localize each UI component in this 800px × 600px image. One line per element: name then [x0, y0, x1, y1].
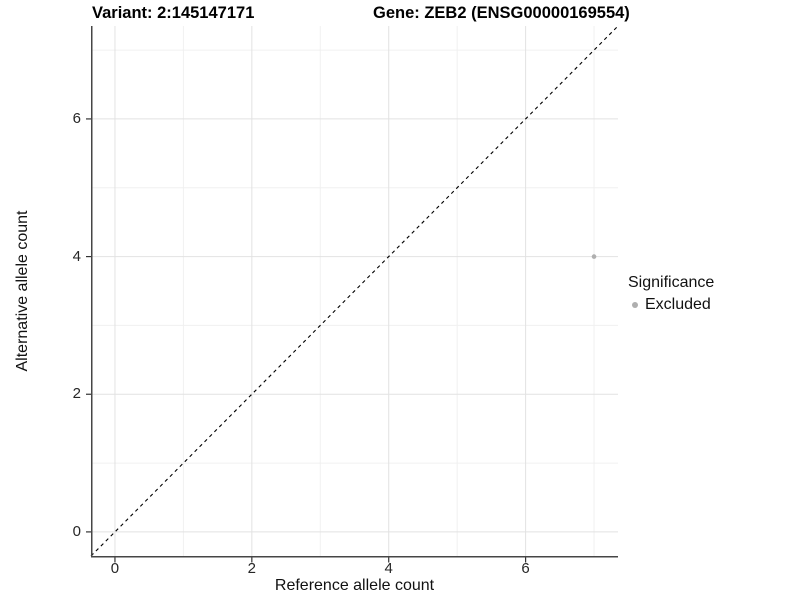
y-tick-label: 0: [72, 522, 81, 540]
legend-key: [628, 298, 642, 312]
legend-item-excluded: Excluded: [628, 295, 714, 315]
y-tick-label: 6: [72, 109, 81, 127]
identity-reference-line: [90, 26, 619, 557]
plot-panel: [86, 26, 619, 563]
legend: Significance Excluded: [628, 274, 714, 315]
variant-title: Variant: 2:145147171: [92, 4, 255, 22]
excluded-point-icon: [632, 302, 638, 308]
y-axis-title: Alternative allele count: [14, 210, 31, 372]
y-tick-label: 4: [72, 247, 81, 265]
x-tick-label: 2: [247, 560, 256, 577]
x-tick-label: 0: [110, 560, 120, 577]
data-point: [591, 254, 597, 259]
x-axis-title: Reference allele count: [274, 577, 435, 594]
gene-title: Gene: ZEB2 (ENSG00000169554): [373, 4, 630, 22]
x-tick-label: 6: [521, 560, 530, 577]
x-tick-label: 4: [384, 560, 393, 577]
y-tick-label: 2: [72, 385, 81, 403]
legend-title: Significance: [628, 274, 715, 291]
legend-item-label: Excluded: [645, 296, 711, 313]
